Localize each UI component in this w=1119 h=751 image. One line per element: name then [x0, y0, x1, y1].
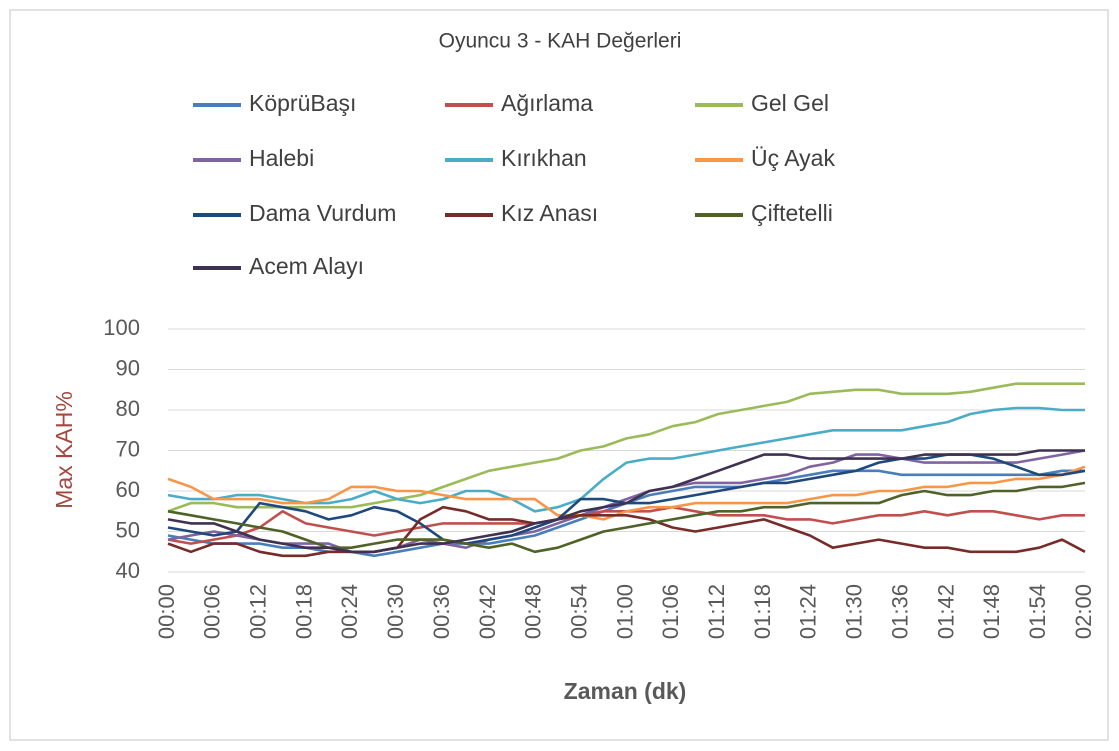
legend-label: Dama Vurdum — [249, 200, 396, 226]
x-tick-label: 01:12 — [704, 584, 729, 639]
x-tick-label: 00:06 — [200, 584, 225, 639]
y-tick-label: 50 — [116, 517, 140, 542]
x-tick-label: 01:18 — [750, 584, 775, 639]
y-tick-label: 90 — [116, 355, 140, 380]
y-tick-label: 60 — [116, 477, 140, 502]
x-tick-label: 01:00 — [612, 584, 637, 639]
x-tick-label: 00:12 — [246, 584, 271, 639]
series-line — [167, 481, 1086, 554]
legend-label: Halebi — [249, 145, 314, 171]
legend-label: Kırıkhan — [501, 145, 587, 171]
x-tick-label: 01:54 — [1025, 584, 1050, 639]
x-tick-label: 00:54 — [566, 584, 591, 639]
y-tick-label: 100 — [103, 315, 140, 340]
legend-label: Kız Anası — [501, 200, 598, 226]
x-tick-label: 00:36 — [429, 584, 454, 639]
legend-label: Üç Ayak — [751, 145, 835, 171]
series-line — [167, 505, 1086, 558]
x-tick-label: 01:24 — [796, 584, 821, 639]
x-axis-label: Zaman (dk) — [564, 678, 687, 704]
y-tick-label: 70 — [116, 436, 140, 461]
chart-title: Oyuncu 3 - KAH Değerleri — [439, 30, 682, 53]
legend-label: KöprüBaşı — [249, 90, 356, 116]
x-tick-label: 01:48 — [979, 584, 1004, 639]
x-tick-label: 00:24 — [337, 584, 362, 639]
x-tick-label: 02:00 — [1071, 584, 1096, 639]
legend-label: Gel Gel — [751, 90, 829, 116]
legend-label: Çiftetelli — [751, 200, 833, 226]
x-tick-label: 00:30 — [383, 584, 408, 639]
series-line — [167, 465, 1086, 521]
x-tick-label: 01:30 — [842, 584, 867, 639]
series-line — [167, 449, 1085, 554]
legend-label: Ağırlama — [501, 90, 593, 116]
legend-label: Acem Alayı — [249, 253, 364, 279]
series-line — [167, 382, 1085, 513]
x-tick-label: 00:48 — [521, 584, 546, 639]
series-line — [167, 406, 1085, 513]
x-tick-label: 01:42 — [933, 584, 958, 639]
x-tick-label: 01:06 — [658, 584, 683, 639]
x-tick-label: 01:36 — [887, 584, 912, 639]
y-axis-label: Max KAH% — [51, 391, 77, 509]
x-tick-label: 00:18 — [291, 584, 316, 639]
series-line — [167, 449, 1086, 554]
x-tick-label: 00:42 — [475, 584, 500, 639]
x-tick-label: 00:00 — [154, 584, 179, 639]
chart-frame — [9, 9, 1109, 741]
y-tick-label: 40 — [116, 558, 140, 583]
y-tick-label: 80 — [116, 396, 140, 421]
